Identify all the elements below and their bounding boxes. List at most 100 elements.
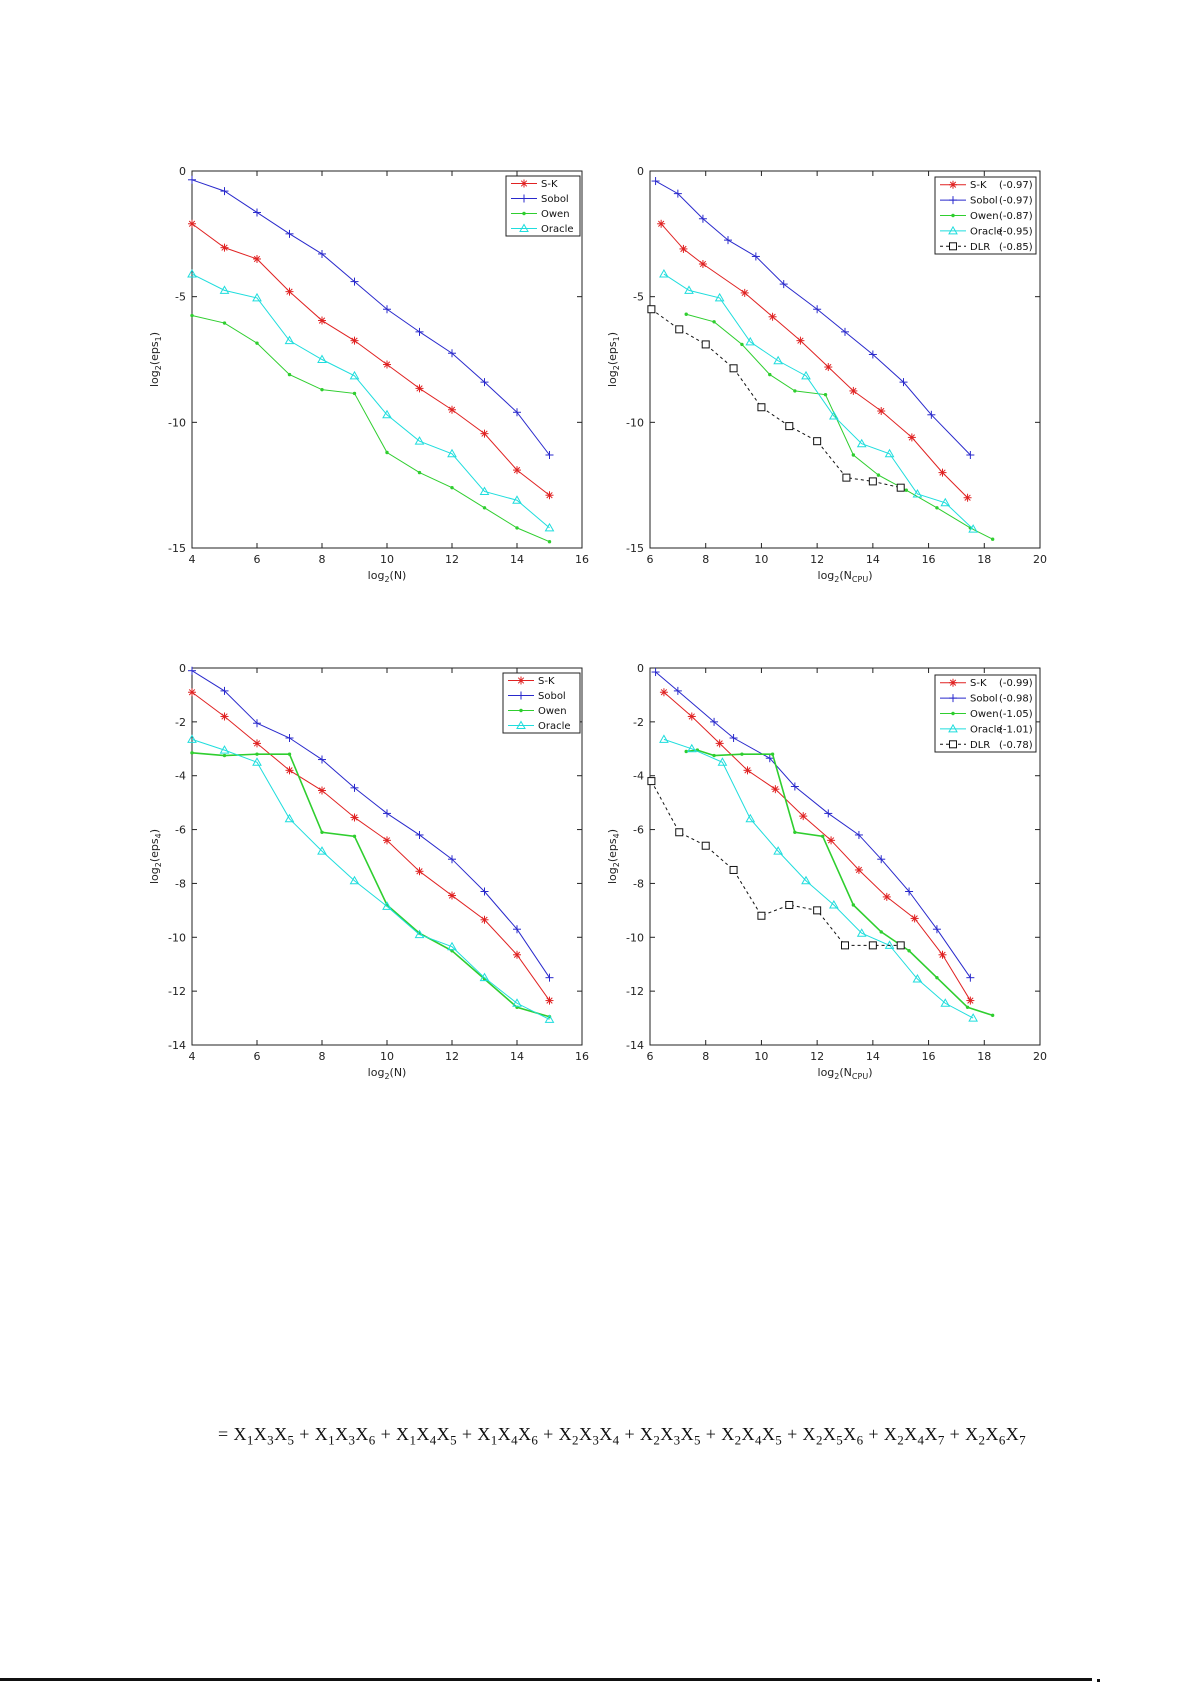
svg-text:Sobol: Sobol <box>538 691 566 702</box>
svg-text:8: 8 <box>702 553 709 566</box>
svg-text:Sobol: Sobol <box>541 194 569 205</box>
svg-text:16: 16 <box>922 553 936 566</box>
series-owen <box>684 748 995 1018</box>
svg-text:-15: -15 <box>168 542 186 555</box>
legend-entry-owen <box>511 211 537 216</box>
svg-text:0: 0 <box>179 662 186 675</box>
svg-text:Oracle: Oracle <box>538 721 571 732</box>
chart-canvas-0: 4 6 8 10 12 14 16 0 -5 -10 -15 log2(N) log2(eps1) S-K… <box>148 165 589 584</box>
svg-text:14: 14 <box>866 1050 880 1063</box>
svg-text:-6: -6 <box>175 824 186 837</box>
svg-text:-12: -12 <box>626 985 644 998</box>
svg-text:Owen: Owen <box>538 706 567 717</box>
legend-entry-dlr <box>940 242 966 251</box>
svg-text:(-0.98): (-0.98) <box>999 694 1033 705</box>
legend: S-K (-0.99)Sobol (-0.98)Owen (-1.05) Oracle (… <box>934 674 1037 753</box>
series-sobol <box>651 668 975 982</box>
legend-entry-s-k <box>511 179 537 188</box>
svg-text:6: 6 <box>254 553 261 566</box>
series-dlr <box>647 777 905 950</box>
svg-text:(-0.97): (-0.97) <box>999 180 1033 191</box>
svg-text:log2(eps4): log2(eps4) <box>148 829 163 884</box>
chart-canvas-2: 4 6 8 10 12 14 16 0 -2 -4 -6 -8 -10 -12 -14 log2(N) log2… <box>148 662 589 1081</box>
svg-text:0: 0 <box>637 165 644 178</box>
series-s-k <box>188 688 554 1005</box>
svg-text:-10: -10 <box>168 416 186 429</box>
legend-entry-dlr <box>940 740 966 749</box>
svg-text:-15: -15 <box>626 542 644 555</box>
svg-text:(-1.05): (-1.05) <box>999 709 1033 720</box>
series-sobol <box>188 666 554 982</box>
svg-text:14: 14 <box>510 553 524 566</box>
svg-text:8: 8 <box>319 553 326 566</box>
svg-text:(-0.85): (-0.85) <box>999 242 1033 253</box>
svg-text:8: 8 <box>702 1050 709 1063</box>
series-s-k <box>659 688 975 1005</box>
svg-text:12: 12 <box>445 1050 459 1063</box>
svg-text:S-K: S-K <box>970 678 987 689</box>
svg-text:(-0.99): (-0.99) <box>999 678 1033 689</box>
series-owen <box>190 751 552 1019</box>
svg-text:log2(NCPU): log2(NCPU) <box>818 1066 873 1081</box>
svg-text:20: 20 <box>1033 1050 1047 1063</box>
legend-entry-oracle <box>940 225 966 235</box>
chart-eps4-vs-N: 4 6 8 10 12 14 16 0 -2 -4 -6 -8 -10 -12 -14 log2(N) log2… <box>140 637 602 1089</box>
svg-text:-5: -5 <box>633 291 644 304</box>
svg-text:(-0.78): (-0.78) <box>999 740 1033 751</box>
svg-text:(-0.97): (-0.97) <box>999 196 1033 207</box>
series-s-k <box>657 219 972 502</box>
chart-canvas-3: 6 8 10 12 14 16 18 20 0 -2 -4 -6 -8 -10 -12 -14 log2(NCP… <box>606 662 1047 1081</box>
svg-text:S-K: S-K <box>970 180 987 191</box>
svg-text:4: 4 <box>189 1050 196 1063</box>
svg-text:-14: -14 <box>168 1039 186 1052</box>
svg-text:Oracle: Oracle <box>970 724 1003 735</box>
legend-entry-sobol <box>511 194 537 203</box>
legend-entry-s-k <box>940 180 966 189</box>
legend-entry-sobol <box>940 694 966 703</box>
svg-text:0: 0 <box>637 662 644 675</box>
legend-entry-oracle <box>508 720 534 729</box>
series-sobol <box>188 175 554 460</box>
svg-text:10: 10 <box>380 1050 394 1063</box>
legend-entry-owen <box>508 708 534 713</box>
svg-text:4: 4 <box>189 553 196 566</box>
svg-text:16: 16 <box>922 1050 936 1063</box>
svg-text:14: 14 <box>510 1050 524 1063</box>
svg-text:Sobol: Sobol <box>970 694 998 705</box>
svg-text:(-0.95): (-0.95) <box>999 226 1033 237</box>
svg-text:DLR: DLR <box>970 740 990 751</box>
svg-text:-12: -12 <box>168 985 186 998</box>
svg-text:12: 12 <box>810 553 824 566</box>
svg-text:16: 16 <box>575 1050 589 1063</box>
plot-box <box>649 170 1041 549</box>
svg-text:-2: -2 <box>633 716 644 729</box>
svg-text:8: 8 <box>319 1050 326 1063</box>
series-owen <box>684 312 995 541</box>
footer-dot <box>1097 1679 1100 1682</box>
svg-text:6: 6 <box>254 1050 261 1063</box>
legend-entry-owen <box>940 213 966 218</box>
legend-entry-owen <box>940 711 966 716</box>
equation: = X1X3X5 + X1X3X6 + X1X4X5 + X1X4X6 + X2… <box>218 1424 1027 1448</box>
svg-text:Oracle: Oracle <box>970 226 1003 237</box>
svg-text:-10: -10 <box>626 931 644 944</box>
svg-text:-14: -14 <box>626 1039 644 1052</box>
legend-entry-oracle <box>940 723 966 733</box>
legend-entry-s-k <box>940 678 966 687</box>
series-s-k <box>188 219 554 500</box>
axes <box>191 667 583 1046</box>
svg-text:-4: -4 <box>633 770 644 783</box>
svg-text:10: 10 <box>380 553 394 566</box>
svg-text:18: 18 <box>977 1050 991 1063</box>
svg-text:S-K: S-K <box>541 179 558 190</box>
svg-text:-8: -8 <box>633 877 644 890</box>
svg-text:16: 16 <box>575 553 589 566</box>
svg-text:-6: -6 <box>633 824 644 837</box>
svg-text:log2(NCPU): log2(NCPU) <box>818 569 873 584</box>
svg-text:14: 14 <box>866 553 880 566</box>
svg-text:6: 6 <box>647 1050 654 1063</box>
series-owen <box>190 313 552 544</box>
svg-text:Sobol: Sobol <box>970 196 998 207</box>
svg-text:Owen: Owen <box>970 709 999 720</box>
chart-eps1-vs-N: 4 6 8 10 12 14 16 0 -5 -10 -15 log2(N) log2(eps1) S-K… <box>140 140 602 592</box>
